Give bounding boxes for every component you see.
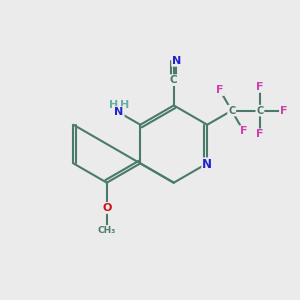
Text: C: C	[256, 106, 264, 116]
Text: F: F	[240, 126, 247, 136]
Text: CH₃: CH₃	[98, 226, 116, 235]
Text: F: F	[280, 106, 287, 116]
Text: F: F	[216, 85, 224, 95]
Text: C: C	[228, 106, 235, 116]
Text: N: N	[202, 158, 212, 171]
Text: F: F	[256, 82, 264, 92]
Text: C: C	[170, 75, 178, 85]
Text: H: H	[110, 100, 118, 110]
Text: F: F	[256, 129, 264, 140]
Text: H: H	[120, 100, 129, 110]
Text: N: N	[114, 107, 124, 117]
Text: N: N	[172, 56, 182, 66]
Text: O: O	[102, 203, 112, 213]
